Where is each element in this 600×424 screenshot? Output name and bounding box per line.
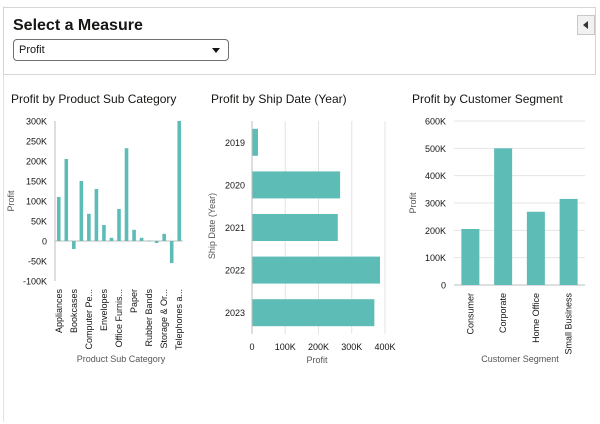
y-tick-label: 150K [26,177,47,187]
x-tick-label: 200K [308,342,329,352]
y-tick-label: 200K [26,157,47,167]
bar[interactable] [177,121,182,241]
y-tick-label: 100K [26,197,47,207]
x-tick-label: Computer Pe... [84,289,94,350]
y-tick-label: 2020 [225,180,245,190]
x-tick-label: Paper [129,289,139,313]
chart-title-sub-category: Profit by Product Sub Category [11,92,177,106]
bar[interactable] [526,211,545,285]
bar[interactable] [147,240,151,242]
x-tick-label: 300K [341,342,362,352]
measure-filter-title: Select a Measure [13,17,143,34]
bar[interactable] [559,198,578,285]
bar[interactable] [139,237,144,241]
collapse-panel-button[interactable] [577,15,595,35]
y-tick-label: 50K [31,217,47,227]
x-axis-title: Product Sub Category [77,354,166,364]
y-tick-label: 0 [42,237,47,247]
bar[interactable] [132,229,136,241]
bar[interactable] [94,189,99,241]
y-tick-label: 300K [26,117,47,127]
measure-select-dropdown[interactable]: Profit [13,39,229,61]
x-tick-label: Storage & Or... [159,289,169,349]
y-tick-label: 2022 [225,266,245,276]
y-tick-label: 250K [26,137,47,147]
measure-filter-panel: Select a Measure Profit [3,7,596,75]
bar[interactable] [64,159,69,241]
bar[interactable] [252,128,258,156]
y-tick-label: -100K [23,277,47,287]
x-tick-label: Telephones a... [174,289,184,350]
x-tick-label: 0 [249,342,254,352]
x-axis-title: Profit [306,355,328,365]
y-tick-label: 2021 [225,223,245,233]
y-tick-label: 600K [425,117,446,127]
x-tick-label: Consumer [465,293,475,335]
bar[interactable] [162,233,166,241]
bar[interactable] [154,241,159,243]
x-tick-label: Appliances [54,289,64,334]
bar[interactable] [56,197,61,241]
bar[interactable] [252,299,375,327]
bar[interactable] [252,171,341,199]
x-tick-label: Rubber Bands [144,289,154,347]
bar[interactable] [252,214,338,241]
bar[interactable] [87,213,91,241]
y-tick-label: 100K [425,253,446,263]
x-tick-label: Corporate [498,293,508,333]
chart-title-customer-segment: Profit by Customer Segment [412,92,563,106]
bar[interactable] [169,241,174,263]
x-tick-label: 100K [275,342,296,352]
bar[interactable] [461,228,480,285]
chevron-left-icon [583,21,588,29]
y-axis-title: Profit [6,190,16,212]
y-tick-label: 2023 [225,308,245,318]
y-tick-label: 200K [425,226,446,236]
x-tick-label: Bookcases [69,289,79,334]
y-axis-title: Profit [408,192,418,214]
y-tick-label: 300K [425,199,446,209]
bar[interactable] [124,148,129,241]
bar[interactable] [252,256,381,284]
y-tick-label: -50K [28,257,47,267]
bar[interactable] [72,241,76,249]
bar[interactable] [109,237,114,241]
x-tick-label: Home Office [531,293,541,343]
y-tick-label: 0 [441,281,446,291]
bar[interactable] [102,225,106,241]
x-tick-label: Office Furnis... [114,289,124,347]
y-tick-label: 500K [425,144,446,154]
x-tick-label: Envelopes [99,289,109,332]
measure-select-value: Profit [19,44,45,56]
y-tick-label: 400K [425,171,446,181]
dashboard-canvas [3,6,598,422]
x-tick-label: Small Business [564,293,574,355]
bar[interactable] [79,181,84,241]
x-axis-title: Customer Segment [481,354,559,364]
bar[interactable] [494,148,513,285]
y-tick-label: 2019 [225,138,245,148]
chart-title-ship-date: Profit by Ship Date (Year) [211,92,347,106]
chevron-down-icon[interactable] [212,48,220,53]
y-axis-title: Ship Date (Year) [207,193,217,259]
x-tick-label: 400K [374,342,395,352]
bar[interactable] [117,209,121,241]
